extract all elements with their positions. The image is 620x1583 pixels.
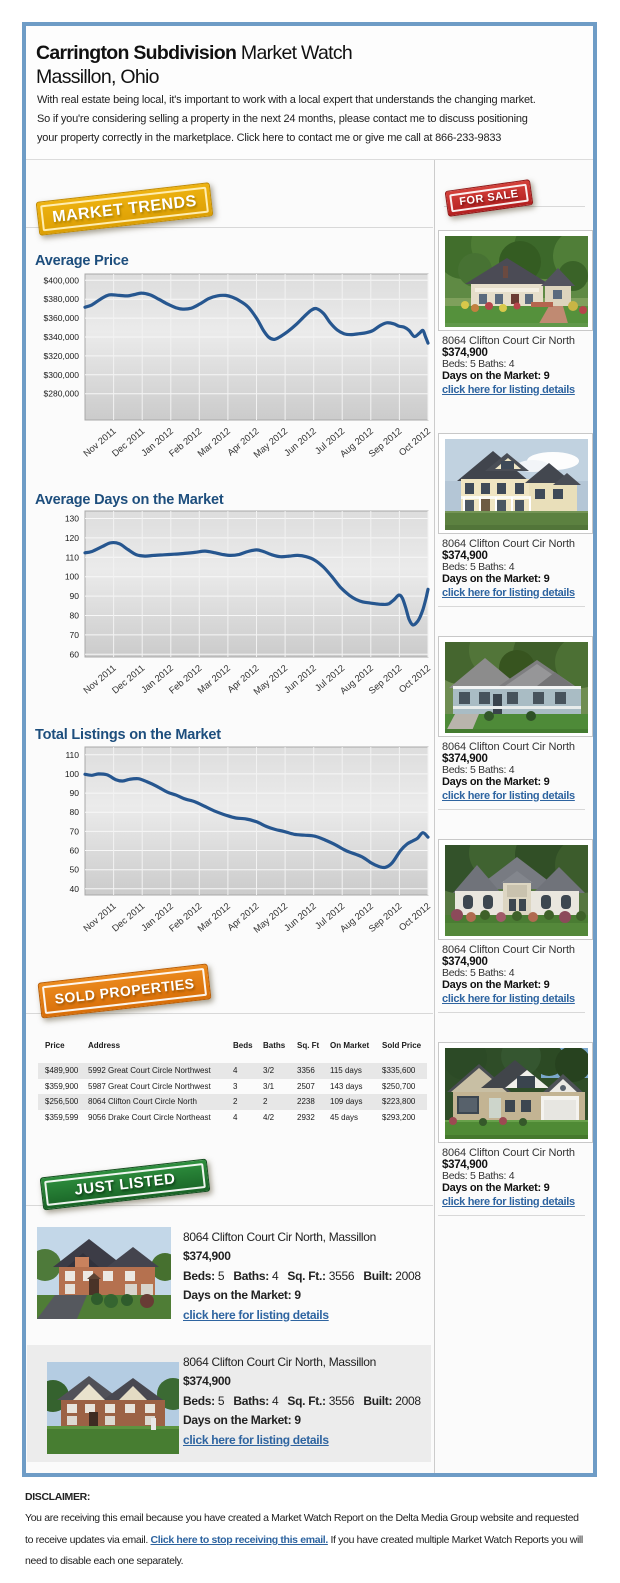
svg-text:Oct 2012: Oct 2012 xyxy=(397,663,432,695)
svg-text:50: 50 xyxy=(70,865,80,875)
svg-text:70: 70 xyxy=(70,630,80,640)
svg-text:120: 120 xyxy=(65,533,79,543)
svg-text:110: 110 xyxy=(65,750,79,760)
svg-text:100: 100 xyxy=(65,572,79,582)
svg-text:90: 90 xyxy=(70,591,80,601)
svg-text:Oct 2012: Oct 2012 xyxy=(397,901,432,933)
svg-text:80: 80 xyxy=(70,807,80,817)
svg-text:Jun 2012: Jun 2012 xyxy=(282,426,318,458)
svg-text:Jun 2012: Jun 2012 xyxy=(282,663,318,695)
svg-text:70: 70 xyxy=(70,826,80,836)
svg-text:40: 40 xyxy=(70,884,80,894)
svg-text:$280,000: $280,000 xyxy=(44,389,80,399)
svg-text:$380,000: $380,000 xyxy=(44,294,80,304)
svg-text:100: 100 xyxy=(65,769,79,779)
svg-text:Jun 2012: Jun 2012 xyxy=(282,901,318,933)
svg-text:Oct 2012: Oct 2012 xyxy=(397,426,432,458)
svg-text:60: 60 xyxy=(70,649,80,659)
svg-text:60: 60 xyxy=(70,846,80,856)
svg-text:90: 90 xyxy=(70,788,80,798)
svg-text:$400,000: $400,000 xyxy=(44,275,80,285)
svg-text:$340,000: $340,000 xyxy=(44,332,80,342)
svg-text:110: 110 xyxy=(65,552,79,562)
svg-text:$300,000: $300,000 xyxy=(44,370,80,380)
svg-text:130: 130 xyxy=(65,514,79,524)
svg-text:$320,000: $320,000 xyxy=(44,351,80,361)
svg-text:$360,000: $360,000 xyxy=(44,313,80,323)
svg-text:80: 80 xyxy=(70,611,80,621)
